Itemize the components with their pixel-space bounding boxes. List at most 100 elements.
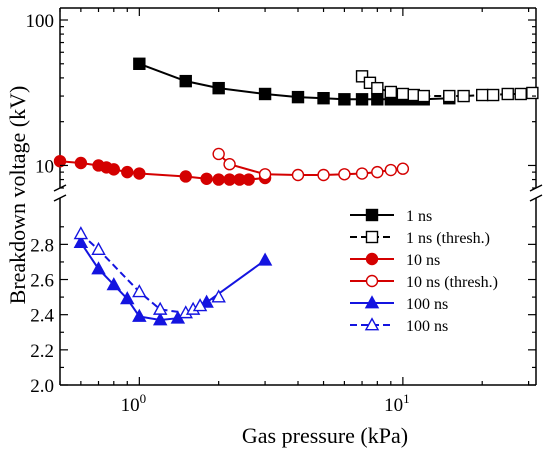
data-point (371, 165, 384, 179)
series-5-line (80, 233, 220, 314)
plot-frame (53, 7, 543, 386)
data-point (317, 92, 330, 105)
series-layer (53, 57, 539, 326)
data-point (74, 156, 88, 170)
data-point (501, 87, 514, 101)
data-point (384, 85, 398, 99)
legend-swatch-marker (365, 252, 379, 266)
y-tick-label: 10 (35, 156, 54, 177)
data-point (106, 277, 122, 291)
legend-label: 10 ns (406, 252, 440, 269)
legend-label: 1 ns (406, 208, 432, 225)
data-point (242, 173, 255, 186)
data-point (200, 172, 213, 185)
data-point (211, 289, 226, 303)
data-point (417, 89, 430, 103)
data-point (192, 298, 208, 312)
data-point (212, 147, 225, 161)
data-point (152, 312, 168, 326)
legend-entry-2: 10 ns (350, 252, 440, 269)
legend-entry-0: 1 ns (350, 208, 432, 225)
data-point (257, 252, 273, 266)
data-point (73, 234, 89, 249)
data-point (396, 162, 410, 175)
legend-label: 100 ns (406, 296, 448, 313)
data-point (258, 87, 272, 101)
data-point (355, 93, 369, 106)
data-point (371, 93, 384, 106)
data-point (443, 89, 456, 103)
y-tick-label: 2.8 (30, 235, 54, 256)
series-1 (355, 70, 539, 103)
data-point (212, 81, 225, 95)
series-5 (73, 226, 226, 319)
axis-break-mark (53, 194, 67, 202)
series-4-line (80, 242, 266, 321)
data-point (223, 158, 236, 171)
series-2 (53, 154, 272, 186)
axis-break-mark (529, 194, 543, 202)
data-point (291, 168, 305, 182)
x-tick-label-base: 10 (384, 395, 403, 416)
data-point (355, 70, 369, 83)
data-point (132, 284, 147, 298)
data-point (53, 154, 67, 168)
data-point (384, 163, 398, 177)
data-point (258, 168, 272, 181)
data-point (132, 308, 147, 322)
data-point (121, 165, 134, 179)
data-point (91, 241, 106, 256)
legend: 1 ns 1 ns (thresh.) 10 ns 10 ns (thresh.) 10… (350, 208, 498, 335)
data-point (338, 168, 351, 181)
legend-swatch-marker (365, 274, 379, 288)
x-tick-label-exponent: 0 (140, 391, 147, 406)
series-3-line (217, 153, 403, 176)
data-point (371, 81, 384, 95)
data-point (338, 93, 351, 106)
legend-swatch-marker (365, 208, 379, 222)
legend-swatch-marker (365, 230, 379, 244)
data-point (179, 170, 192, 183)
y-tick-label: 2.4 (30, 306, 54, 327)
y-tick-label: 2.0 (30, 376, 54, 397)
y-tick-label: 100 (26, 11, 55, 32)
data-point (514, 87, 527, 101)
data-point (291, 90, 305, 104)
legend-swatch-marker (364, 317, 380, 331)
x-tick-label: 100 (121, 391, 147, 416)
data-point (152, 301, 168, 315)
y-tick-label: 2.6 (30, 271, 54, 292)
legend-label: 1 ns (thresh.) (406, 230, 490, 247)
data-point (133, 57, 146, 70)
legend-entry-5: 100 ns (350, 317, 448, 335)
data-point (91, 261, 106, 275)
data-point (107, 163, 120, 176)
x-tick-label-base: 10 (121, 395, 140, 416)
legend-entry-4: 100 ns (350, 295, 448, 313)
legend-entry-3: 10 ns (thresh.) (350, 274, 498, 291)
data-point (457, 89, 470, 103)
y-axis-label: Breakdown voltage (kV) (5, 86, 30, 305)
x-axis-label: Gas pressure (kPa) (242, 423, 408, 448)
legend-label: 100 ns (406, 318, 448, 335)
legend-swatch-marker (364, 295, 380, 309)
data-point (133, 167, 146, 180)
data-point (396, 87, 410, 101)
series-3 (212, 147, 410, 182)
data-point (526, 86, 539, 100)
y-tick-label: 2.2 (30, 341, 54, 362)
data-point (120, 291, 135, 305)
legend-label: 10 ns (thresh.) (406, 274, 498, 291)
data-point (355, 167, 369, 180)
data-point (486, 88, 500, 102)
data-point (73, 226, 89, 240)
x-tick-label-exponent: 1 (403, 391, 410, 406)
x-tick-label: 101 (384, 391, 410, 416)
legend-entry-1: 1 ns (thresh.) (350, 230, 490, 247)
data-point (317, 168, 330, 182)
data-point (212, 173, 225, 186)
data-point (476, 88, 489, 102)
data-point (179, 74, 192, 88)
